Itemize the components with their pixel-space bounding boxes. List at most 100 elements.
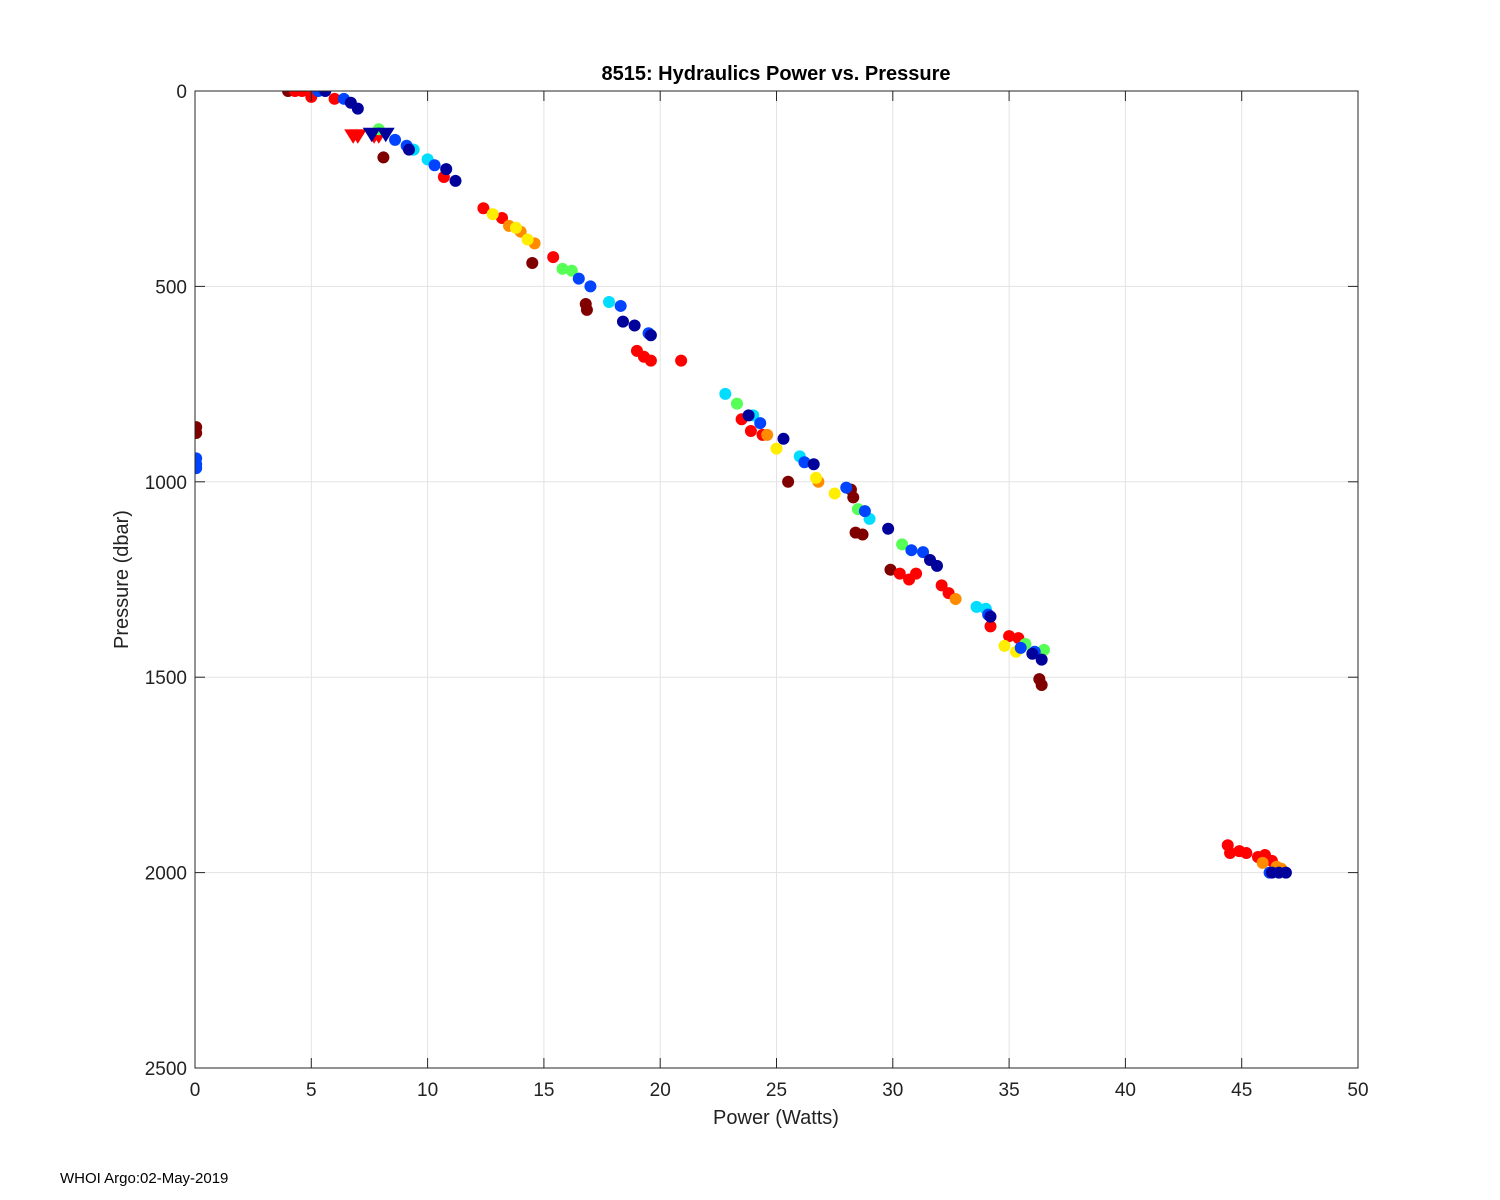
data-point	[910, 567, 923, 580]
data-point	[770, 442, 783, 455]
data-point	[742, 409, 755, 422]
grid-lines	[195, 91, 1358, 1068]
series-red	[289, 91, 1278, 867]
data-point	[970, 600, 983, 613]
data-point	[984, 620, 997, 633]
data-point	[949, 593, 962, 606]
y-tick-label: 1000	[145, 473, 187, 494]
x-tick-label: 40	[1115, 1080, 1136, 1101]
data-point	[628, 319, 641, 332]
scatter-points	[195, 91, 1292, 879]
footer-text: WHOI Argo:02-May-2019	[60, 1170, 228, 1187]
y-tick-label: 0	[176, 82, 187, 103]
data-point	[496, 212, 509, 225]
data-point	[428, 159, 441, 172]
data-point	[402, 143, 415, 156]
series-blue	[195, 91, 1276, 879]
data-point	[828, 487, 841, 500]
x-tick-label: 10	[417, 1080, 438, 1101]
data-point	[675, 354, 688, 367]
data-point	[935, 579, 948, 592]
data-point	[856, 528, 869, 541]
data-point	[547, 251, 560, 264]
data-point	[509, 221, 522, 234]
chart-title: 8515: Hydraulics Power vs. Pressure	[601, 63, 950, 85]
data-point	[930, 559, 943, 572]
data-point	[893, 567, 906, 580]
data-point	[777, 432, 790, 445]
data-point	[1037, 643, 1050, 656]
x-tick-label: 5	[306, 1080, 317, 1101]
data-point	[810, 471, 823, 484]
data-point	[580, 303, 593, 316]
data-point	[1035, 653, 1048, 666]
data-point	[782, 475, 795, 488]
data-point	[998, 639, 1011, 652]
data-point	[984, 610, 997, 623]
data-point	[486, 208, 499, 221]
data-point	[884, 563, 897, 576]
data-point	[556, 262, 569, 275]
x-axis-label: Power (Watts)	[713, 1107, 839, 1129]
y-axis-label: Pressure (dbar)	[111, 510, 133, 649]
data-point	[798, 456, 811, 469]
data-point	[477, 202, 490, 215]
data-point	[389, 133, 402, 146]
data-point	[526, 256, 539, 269]
data-point	[840, 481, 853, 494]
data-point	[1240, 847, 1253, 860]
data-point	[807, 458, 820, 471]
data-point	[195, 426, 203, 439]
data-point	[1003, 630, 1016, 643]
y-tick-label: 2000	[145, 864, 187, 885]
y-tick-label: 1500	[145, 668, 187, 689]
data-point	[521, 233, 534, 246]
data-point	[730, 397, 743, 410]
series-orange	[503, 219, 1288, 875]
x-tick-label: 25	[766, 1080, 787, 1101]
data-point	[295, 91, 308, 97]
data-point	[614, 299, 627, 312]
series-yellow	[486, 208, 1023, 658]
data-point	[754, 417, 767, 430]
data-point	[1224, 847, 1237, 860]
data-point	[847, 491, 860, 504]
data-point	[572, 272, 585, 285]
data-point	[1279, 866, 1292, 879]
data-point	[761, 428, 774, 441]
data-point	[440, 163, 453, 176]
x-tick-label: 15	[533, 1080, 554, 1101]
data-point	[744, 424, 757, 437]
data-point	[377, 151, 390, 164]
y-tick-label: 2500	[145, 1059, 187, 1080]
data-point	[719, 387, 732, 400]
x-tick-label: 45	[1231, 1080, 1252, 1101]
data-point	[351, 102, 364, 115]
x-tick-label: 35	[999, 1080, 1020, 1101]
x-tick-label: 30	[882, 1080, 903, 1101]
data-point	[1256, 856, 1269, 869]
data-point	[882, 522, 895, 535]
data-point	[1014, 641, 1027, 654]
data-point	[565, 264, 578, 277]
data-point	[1026, 647, 1039, 660]
data-point	[584, 280, 597, 293]
data-point	[917, 546, 930, 559]
data-point	[896, 538, 909, 551]
data-point	[449, 174, 462, 187]
y-tick-label: 500	[155, 277, 187, 298]
data-point	[644, 354, 657, 367]
x-tick-label: 50	[1347, 1080, 1368, 1101]
data-point	[644, 329, 657, 342]
data-point-triangle	[362, 127, 381, 143]
data-point-triangle	[348, 129, 367, 144]
data-point	[328, 92, 341, 105]
data-point-triangle	[376, 127, 395, 143]
series-navy-triangle	[362, 127, 395, 143]
data-point	[195, 462, 203, 475]
data-point	[858, 505, 871, 518]
data-point	[905, 544, 918, 557]
x-tick-label: 20	[650, 1080, 671, 1101]
